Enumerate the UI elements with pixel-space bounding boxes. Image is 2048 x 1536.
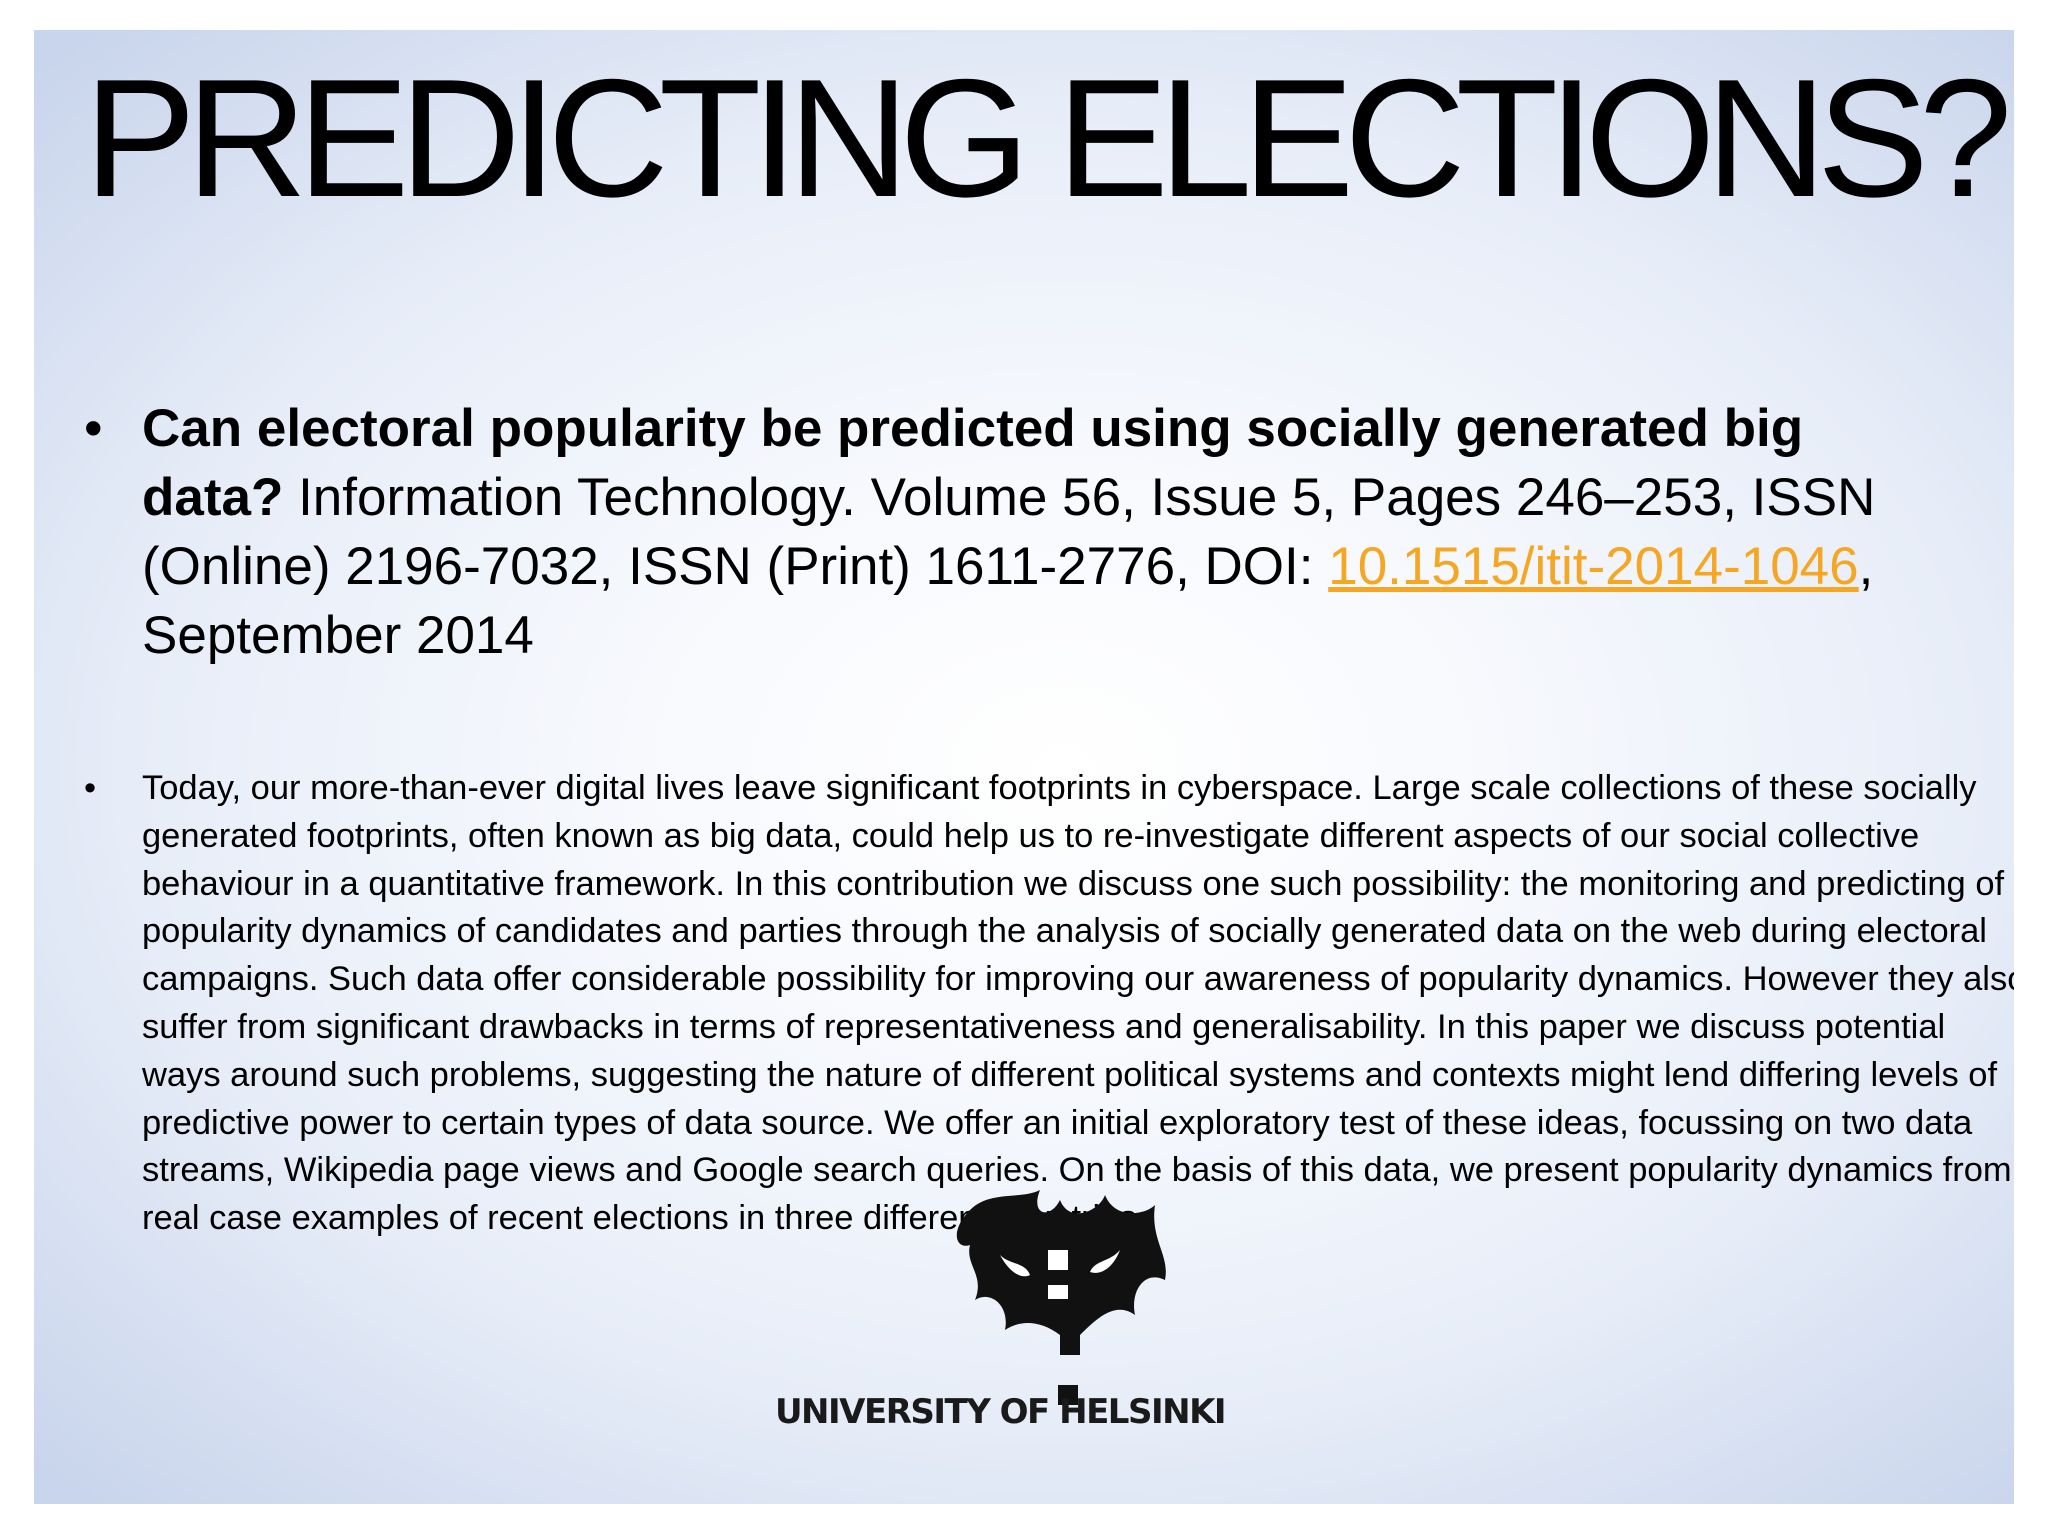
paper-title: Can electoral popularity be predicted us… (142, 399, 1804, 527)
bullet-marker: • (84, 769, 97, 807)
abstract-text: Today, our more-than-ever digital lives … (142, 769, 2014, 1238)
university-of-helsinki-flame-logo-icon (956, 1190, 1166, 1405)
citation-details: Information Technology. Volume 56, Issue… (142, 468, 1876, 596)
bullet-marker: • (84, 399, 103, 458)
citation-text: Can electoral popularity be predicted us… (142, 394, 1904, 670)
citation-bullet: • Can electoral popularity be predicted … (84, 394, 1904, 670)
abstract-bullet: • Today, our more-than-ever digital live… (84, 765, 2014, 1243)
doi-link[interactable]: 10.1515/itit-2014-1046 (1328, 537, 1859, 596)
slide-title: PREDICTING ELECTIONS? (84, 44, 2012, 232)
citation-date: , September 2014 (142, 537, 1874, 665)
university-name: UNIVERSITY OF HELSINKI (774, 1392, 1227, 1432)
